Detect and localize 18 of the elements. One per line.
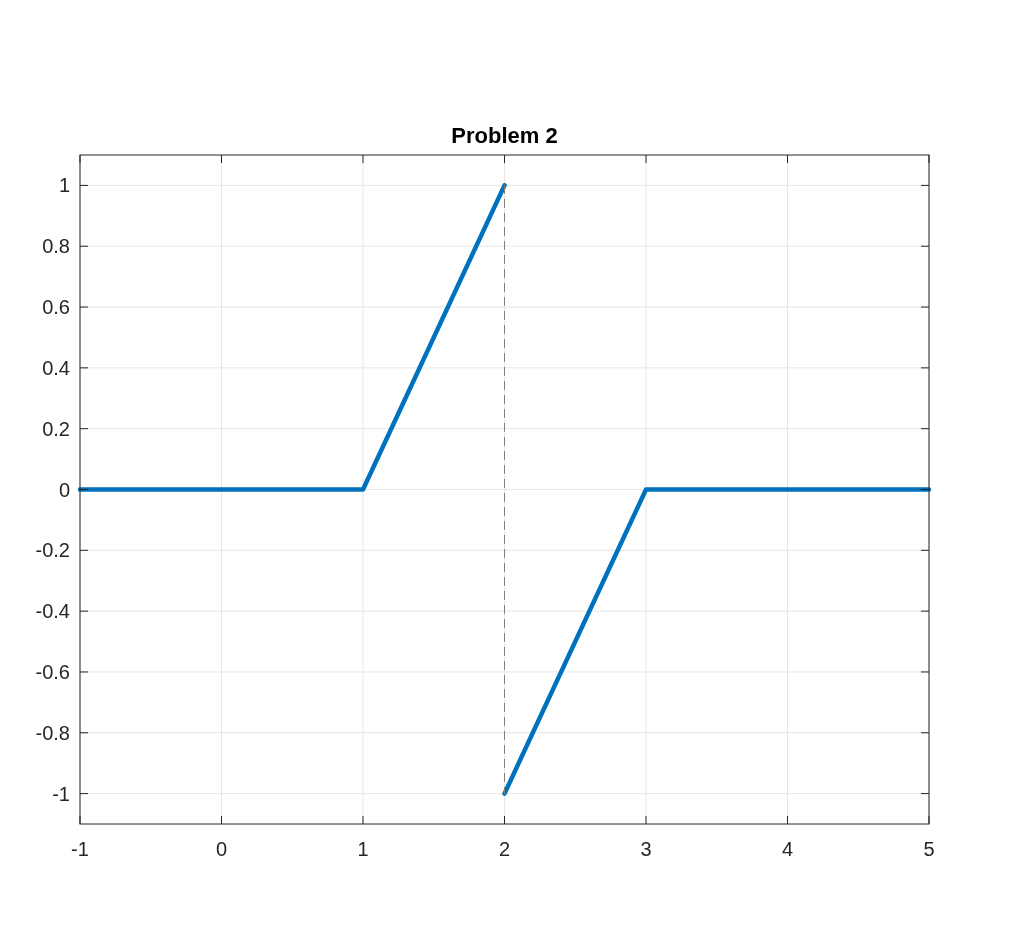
x-tick-label: 3 bbox=[640, 838, 652, 860]
x-tick-label: 0 bbox=[215, 838, 228, 860]
y-tick-label: -0.2 bbox=[35, 539, 70, 562]
y-tick-label: 0.4 bbox=[42, 356, 70, 379]
y-tick-label: -0.8 bbox=[35, 721, 70, 744]
y-tick-label: 0 bbox=[58, 478, 70, 501]
x-tick-label: 2 bbox=[498, 838, 511, 860]
y-tick-label: 0.6 bbox=[42, 296, 70, 319]
x-tick-label: 5 bbox=[923, 838, 935, 860]
y-tick-label: 0.2 bbox=[42, 417, 70, 440]
x-tick-label: 1 bbox=[357, 838, 369, 860]
x-tick-label: 4 bbox=[781, 838, 794, 860]
y-tick-label: 0.8 bbox=[42, 235, 70, 258]
y-tick-label: -0.4 bbox=[35, 600, 70, 623]
y-tick-label: 1 bbox=[58, 174, 70, 197]
chart-title: Problem 2 bbox=[451, 123, 558, 148]
y-tick-label: -1 bbox=[52, 782, 70, 805]
y-tick-label: -0.6 bbox=[35, 660, 70, 683]
